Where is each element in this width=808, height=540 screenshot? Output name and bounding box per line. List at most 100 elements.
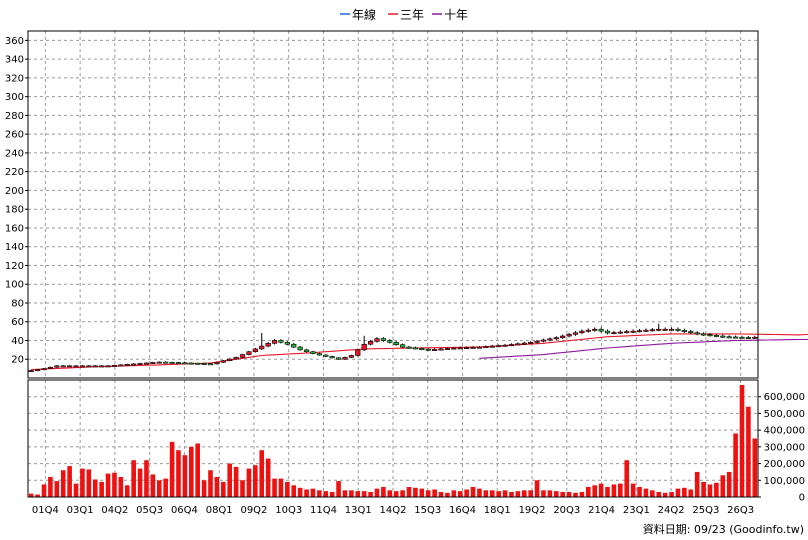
volume-bar	[393, 491, 399, 497]
volume-bar	[342, 490, 348, 497]
volume-bar	[502, 490, 508, 497]
volume-bar	[368, 491, 373, 497]
volume-bar	[509, 491, 514, 497]
volume-bar	[150, 474, 156, 497]
volume-tick-label: 200,000	[764, 459, 805, 470]
candle-body	[630, 330, 636, 333]
volume-bar	[381, 486, 386, 497]
candle-body	[579, 330, 585, 334]
candle-body	[515, 343, 521, 346]
chart-frames	[27, 30, 759, 498]
candle-body	[316, 353, 322, 356]
candle-body	[502, 344, 508, 347]
candle-body	[28, 370, 34, 372]
candle-body	[700, 333, 707, 336]
volume-bar	[637, 486, 642, 497]
volume-bar	[355, 491, 361, 497]
candle-body	[303, 349, 310, 353]
candle-body	[560, 335, 566, 338]
volume-bar	[515, 491, 521, 497]
candle-body	[604, 330, 611, 334]
volume-bar	[201, 480, 207, 497]
volume-bar	[124, 485, 130, 497]
price-tick-label: 100	[5, 280, 24, 291]
volume-tick-label: 500,000	[764, 409, 805, 420]
volume-tick-label: 100,000	[764, 476, 805, 487]
candle-body	[374, 338, 380, 342]
x-tick-label: 13Q1	[345, 505, 372, 516]
volume-bar	[483, 490, 489, 497]
price-tick-label: 280	[5, 111, 24, 122]
volume-bar	[656, 491, 662, 497]
volume-bar	[48, 476, 53, 497]
candle-body	[297, 346, 303, 351]
candle-body	[540, 339, 547, 342]
volume-bar	[470, 486, 476, 497]
volume-axis: 0 100,000 200,000 300,000 400,000 500,000 600,…	[758, 392, 805, 504]
volume-bars	[28, 385, 758, 497]
volume-bar	[233, 466, 239, 497]
price-tick-label: 240	[5, 148, 24, 159]
x-tick-label: 20Q3	[553, 505, 580, 516]
candle-body	[412, 347, 419, 350]
candle-body	[355, 349, 361, 356]
x-tick-label: 04Q2	[101, 505, 128, 516]
x-tick-label: 05Q3	[136, 505, 163, 516]
candle-body	[278, 340, 284, 343]
volume-bar	[496, 491, 501, 497]
candle-body	[214, 361, 220, 365]
candle-body	[156, 361, 162, 364]
price-tick-label: 80	[11, 298, 24, 309]
volume-bar	[323, 491, 329, 497]
candle-body	[451, 347, 457, 350]
x-tick-label: 16Q4	[449, 505, 476, 516]
volume-bar	[726, 471, 732, 497]
volume-bar	[643, 488, 649, 497]
candle-body	[233, 357, 239, 360]
volume-bar	[528, 490, 533, 497]
volume-bar	[560, 491, 565, 497]
candle-body	[99, 365, 105, 368]
volume-bar	[188, 446, 194, 497]
candle-body	[348, 355, 354, 358]
x-tick-label: 06Q4	[171, 505, 198, 516]
volume-bar	[131, 460, 136, 497]
x-tick-label: 03Q1	[67, 505, 94, 516]
candle-body	[118, 364, 124, 367]
volume-bar	[144, 460, 149, 497]
candle-body	[182, 362, 188, 365]
volume-bar	[349, 490, 354, 497]
volume-bar	[746, 406, 751, 497]
candle-body	[681, 330, 687, 332]
volume-bar	[92, 479, 98, 497]
volume-grid	[28, 380, 758, 498]
volume-tick-label: 400,000	[764, 426, 805, 437]
volume-bar	[41, 484, 47, 497]
volume-bar	[752, 438, 758, 497]
candle-body	[361, 343, 367, 351]
candle-body	[54, 365, 60, 368]
candle-body	[694, 332, 700, 335]
volume-bar	[457, 491, 463, 497]
volume-bar	[297, 487, 303, 497]
candle-body	[483, 346, 489, 349]
volume-bar	[592, 485, 598, 497]
candle-body	[675, 328, 681, 331]
candle-body	[111, 365, 118, 367]
candle-body	[553, 337, 559, 340]
candle-body	[636, 330, 643, 333]
volume-bar	[80, 468, 85, 497]
candle-body	[239, 354, 246, 358]
candle-body	[259, 345, 265, 350]
candle-body	[611, 332, 617, 335]
volume-tick-label: 0	[799, 493, 805, 504]
volume-bar	[406, 486, 412, 497]
candle-body	[419, 348, 425, 350]
candle-body	[707, 334, 713, 337]
volume-bar	[714, 482, 719, 497]
price-tick-label: 180	[5, 205, 24, 216]
candle-body	[528, 342, 534, 344]
candle-body	[342, 357, 348, 360]
volume-bar	[54, 481, 60, 497]
source-note: 資料日期: 09/23 (Goodinfo.tw)	[643, 522, 804, 536]
